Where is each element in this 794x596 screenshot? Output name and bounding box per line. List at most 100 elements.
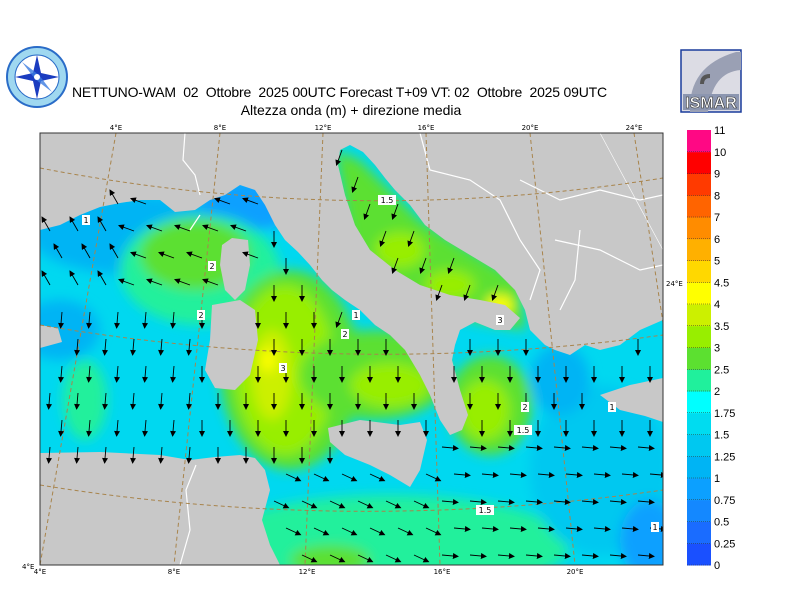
direction-arrow — [581, 498, 599, 505]
direction-arrow — [214, 197, 231, 205]
direction-arrow — [186, 338, 193, 356]
direction-arrow — [335, 311, 343, 328]
direction-arrow — [649, 471, 663, 478]
direction-arrow — [419, 257, 427, 274]
contour-label: 2 — [522, 403, 527, 412]
direction-arrow — [609, 498, 627, 505]
colorbar-bin — [687, 434, 711, 457]
direction-arrow — [273, 500, 290, 509]
contour-label: 1.5 — [517, 426, 530, 435]
direction-arrow — [481, 525, 499, 532]
colorbar-label: 0 — [714, 560, 720, 572]
direction-arrow — [242, 197, 259, 205]
direction-arrow — [58, 419, 65, 437]
right-edge-label: 24°E — [666, 280, 683, 288]
direction-arrow — [441, 552, 459, 559]
contour-label-bg — [521, 402, 529, 412]
land-spain-edge — [40, 325, 62, 348]
contour-label: 1 — [83, 216, 88, 225]
colorbar-label: 11 — [714, 125, 725, 137]
direction-arrow — [369, 473, 386, 482]
direction-arrow — [186, 392, 193, 410]
colorbar-bin — [687, 543, 711, 566]
direction-arrow — [313, 473, 330, 482]
colorbar-bin — [687, 499, 711, 522]
direction-arrow — [130, 197, 147, 205]
lon-labels-bottom: 4°E 8°E 12°E 16°E 20°E — [34, 568, 584, 576]
colorbar-bin — [687, 412, 711, 435]
colorbar-label: 1.25 — [714, 451, 735, 463]
direction-arrow — [46, 392, 53, 410]
direction-arrow — [369, 527, 386, 536]
direction-arrow — [441, 498, 459, 505]
land-north-italy-balkans — [40, 133, 663, 435]
colorbar-label: 1 — [714, 473, 720, 485]
direction-arrow — [425, 527, 442, 536]
colorbar-label: 0.5 — [714, 517, 729, 529]
direction-arrow — [341, 527, 358, 536]
right-logo-ismar: ISMAR — [680, 49, 742, 113]
contour-label-bg — [378, 195, 396, 205]
svg-text:ISMAR: ISMAR — [685, 95, 737, 112]
direction-arrow — [581, 444, 599, 451]
direction-arrow — [109, 189, 119, 205]
direction-arrow — [46, 446, 53, 464]
direction-arrow — [447, 257, 455, 274]
direction-arrow — [341, 473, 358, 482]
lon-label: 8°E — [214, 124, 226, 132]
direction-arrow — [114, 365, 121, 383]
direction-arrow — [202, 278, 219, 286]
direction-arrow — [114, 311, 121, 329]
direction-arrow — [114, 419, 121, 437]
contour-label-bg — [279, 363, 287, 373]
direction-arrow — [385, 554, 402, 563]
direction-arrow — [357, 554, 374, 563]
direction-arrow — [130, 446, 137, 464]
direction-arrow — [621, 525, 639, 532]
lon-label: 20°E — [567, 568, 584, 576]
lon-label: 16°E — [434, 568, 451, 576]
colorbar-label: 4.5 — [714, 277, 729, 289]
direction-arrow — [86, 365, 93, 383]
direction-arrow — [391, 257, 399, 274]
direction-arrow — [491, 284, 499, 301]
direction-arrow — [170, 311, 177, 329]
contour-label: 2 — [209, 262, 214, 271]
direction-arrow — [469, 444, 487, 451]
colorbar-label: 1.75 — [714, 408, 735, 420]
contour-label-bg — [197, 310, 205, 320]
mean-direction-arrows — [41, 149, 663, 563]
contour-label-bg — [608, 402, 616, 412]
contour-label-bg — [82, 215, 90, 225]
colorbar-label: 7 — [714, 212, 720, 224]
colorbar-label: 3.5 — [714, 321, 729, 333]
colorbar-bin — [687, 369, 711, 392]
direction-arrow — [97, 216, 107, 232]
contour-label: 1 — [652, 523, 657, 532]
lon-label: 24°E — [626, 124, 643, 132]
direction-arrow — [525, 498, 543, 505]
contour-label-bg — [352, 310, 360, 320]
direction-arrow — [553, 444, 571, 451]
colorbar-label: 0.25 — [714, 538, 735, 550]
colorbar-bin — [687, 282, 711, 305]
direction-arrow — [86, 311, 93, 329]
direction-arrow — [170, 365, 177, 383]
direction-arrow — [609, 444, 627, 451]
colorbar-bin — [687, 260, 711, 283]
contour-label: 2 — [342, 330, 347, 339]
direction-arrow — [313, 527, 330, 536]
colorbar-bin — [687, 304, 711, 327]
direction-arrow — [118, 224, 135, 232]
colorbar-bin — [687, 325, 711, 348]
country-borders — [179, 133, 663, 565]
colorbar-bin — [687, 195, 711, 218]
lon-label: 12°E — [315, 124, 332, 132]
colorbar-bin — [687, 456, 711, 479]
direction-arrow — [525, 552, 543, 559]
lon-label: 20°E — [522, 124, 539, 132]
direction-arrow — [130, 338, 137, 356]
direction-arrow — [74, 338, 81, 356]
colorbar-bin — [687, 130, 711, 153]
